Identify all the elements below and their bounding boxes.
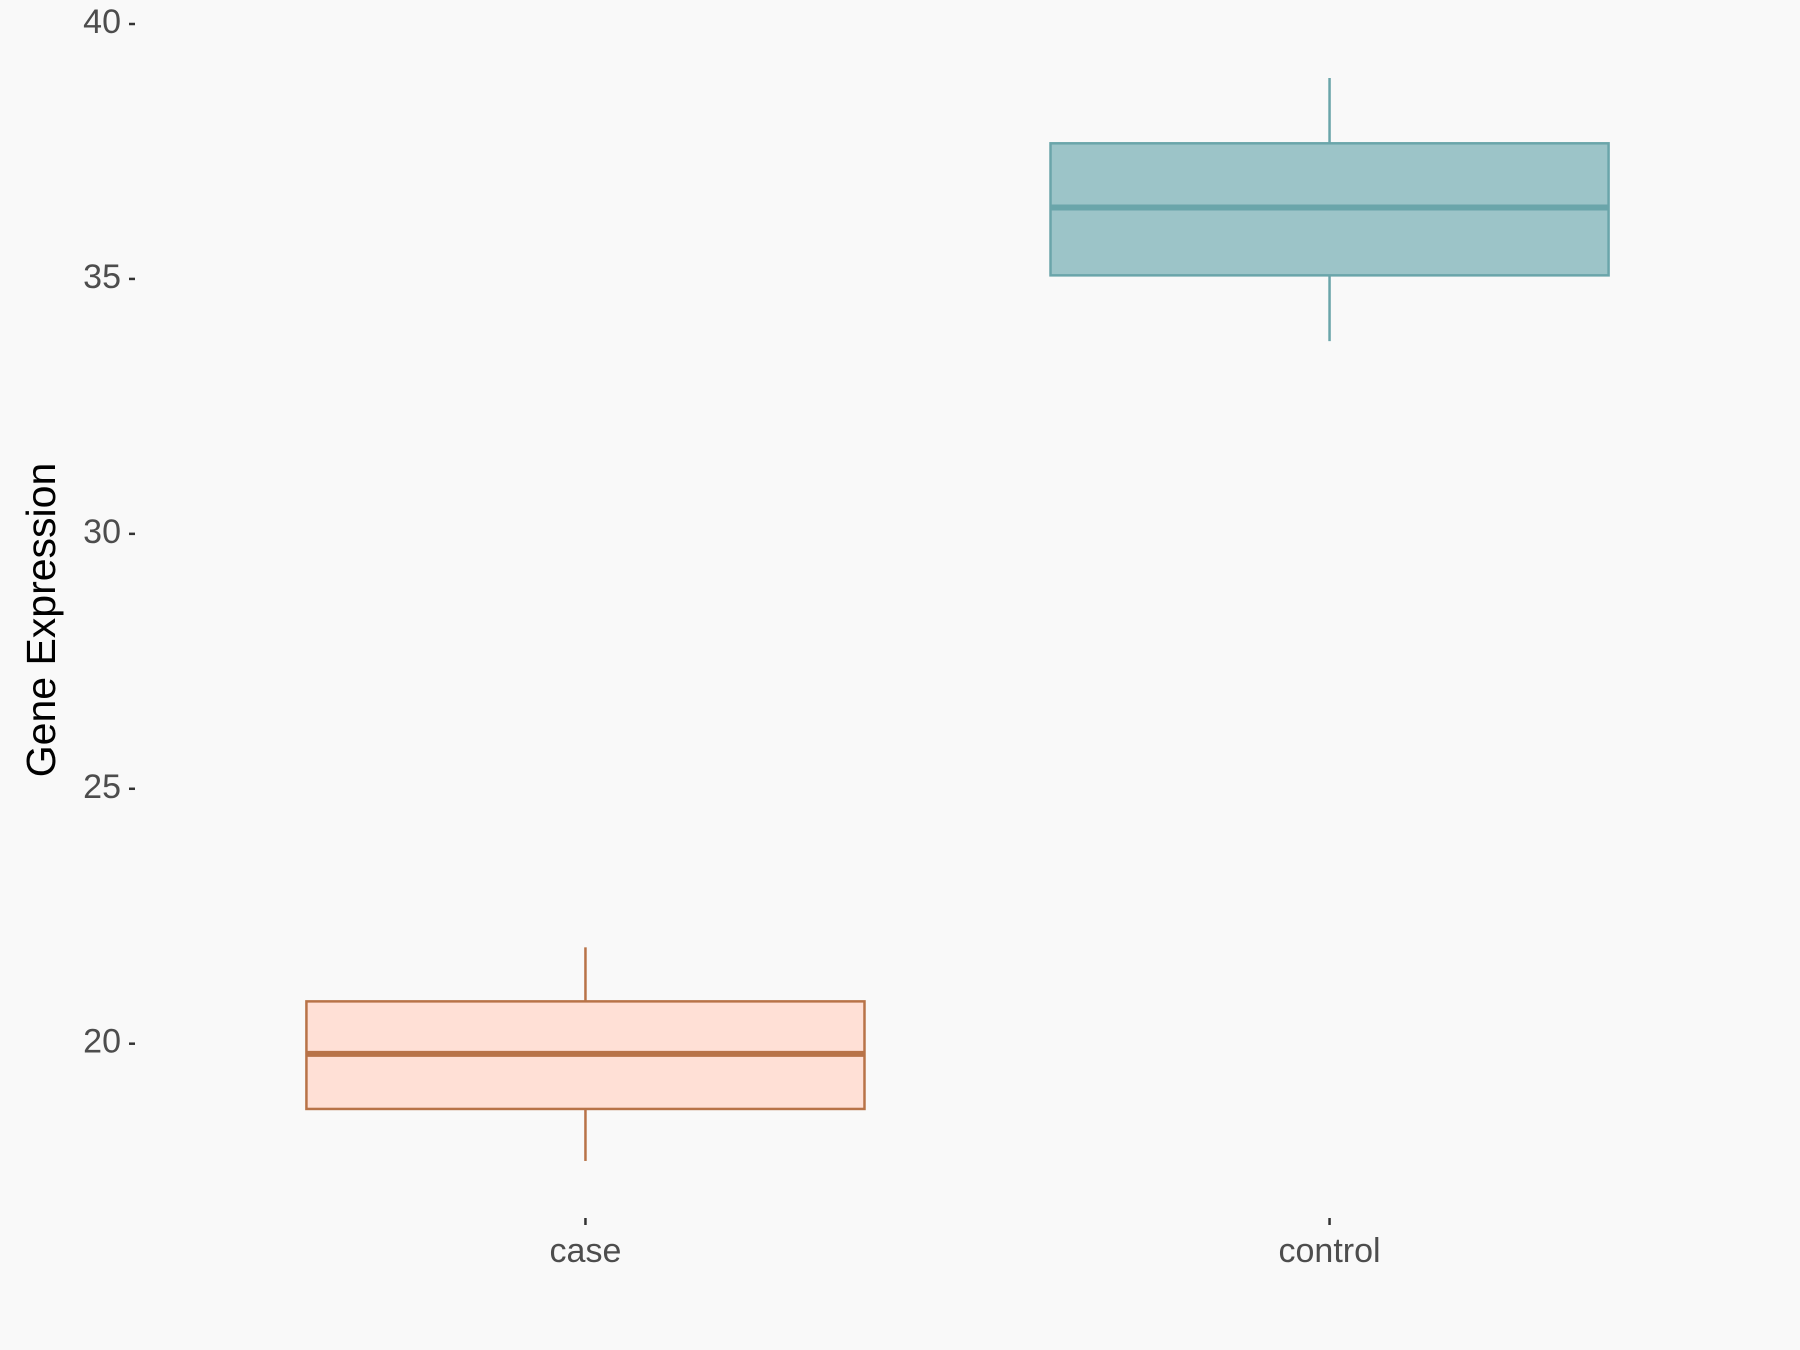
y-tick-label: 40 — [83, 3, 121, 41]
y-tick-label: 35 — [83, 258, 121, 296]
x-tick-label: control — [1279, 1232, 1381, 1270]
x-tick-label: case — [550, 1232, 622, 1270]
y-tick-label: 25 — [83, 768, 121, 806]
y-tick-label: 20 — [83, 1023, 121, 1061]
y-axis-title: Gene Expression — [18, 463, 64, 778]
y-tick-label: 30 — [83, 513, 121, 551]
